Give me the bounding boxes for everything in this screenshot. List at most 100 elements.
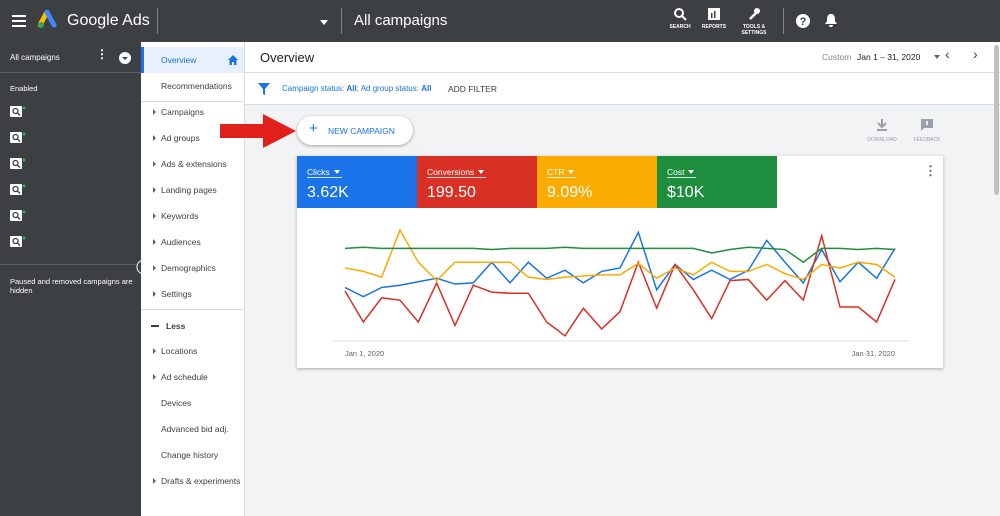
caret	[153, 291, 156, 297]
overview-bar: Overview Custom Jan 1 – 31, 2020 ‹ ›	[245, 42, 1000, 73]
add-filter[interactable]: ADD FILTER	[448, 84, 497, 94]
action-label: FEEDBACK	[913, 137, 941, 143]
nav-label: Audiences	[161, 237, 201, 247]
more-icon[interactable]: ⋮	[96, 47, 108, 61]
filter-part: All	[421, 84, 432, 93]
action-label: DOWNLOAD	[867, 137, 897, 143]
menu-icon[interactable]	[12, 14, 28, 28]
card-menu[interactable]: ⋮	[924, 163, 937, 178]
home-icon	[228, 55, 238, 65]
nav-item[interactable]: Campaigns	[153, 107, 241, 118]
tool-icon[interactable]	[707, 7, 721, 21]
svg-text:?: ?	[800, 16, 807, 28]
nav-item[interactable]: Audiences	[153, 237, 241, 248]
nav-label: Drafts & experiments	[161, 476, 241, 486]
filter-part: Campaign status:	[282, 84, 347, 93]
nav-label: Settings	[161, 289, 192, 299]
tool-icon[interactable]	[747, 7, 761, 21]
nav-item[interactable]: Change history	[161, 450, 241, 461]
panel-title[interactable]: All campaigns	[10, 53, 60, 62]
campaign-icon[interactable]	[10, 132, 26, 144]
campaign-icon[interactable]	[10, 158, 26, 170]
metric-value: $10K	[667, 184, 705, 201]
brand: Google Ads	[67, 12, 150, 29]
nav-item[interactable]: Landing pages	[153, 185, 241, 196]
nav-item[interactable]: Drafts & experiments	[153, 476, 241, 487]
download-icon[interactable]	[876, 118, 888, 132]
feedback-icon[interactable]	[920, 118, 934, 132]
nav-label: Locations	[161, 346, 198, 356]
date-range[interactable]: Jan 1 – 31, 2020	[857, 52, 921, 62]
notifications-icon[interactable]	[824, 13, 838, 29]
nav-item[interactable]: Less	[166, 321, 246, 332]
nav-label: Advanced bid adj.	[161, 424, 229, 434]
date-dropdown[interactable]	[934, 55, 940, 59]
help-icon[interactable]: ?	[795, 13, 811, 29]
nav-label: Change history	[161, 450, 219, 460]
metric-tile[interactable]: Conversions 199.50	[417, 156, 537, 208]
caret	[153, 135, 156, 141]
caret	[153, 109, 156, 115]
nav-item[interactable]: Keywords	[153, 211, 241, 222]
filter-part: All	[346, 84, 357, 93]
metric-value: 199.50	[427, 184, 476, 201]
section-label: Enabled	[10, 84, 38, 93]
caret	[153, 478, 156, 484]
campaign-icon[interactable]	[10, 184, 26, 196]
top-bar: Google Ads All campaigns SEARCH REPORTS TO…	[0, 0, 1000, 42]
metric-name: Cost	[667, 167, 697, 178]
nav-item[interactable]: Ads & extensions	[153, 159, 241, 170]
caret	[153, 239, 156, 245]
metric-name: CTR	[547, 167, 577, 178]
line-series	[344, 246, 896, 264]
campaign-panel: All campaigns ⋮ Enabled Paused and remov…	[0, 42, 152, 516]
nav-item[interactable]: Settings	[153, 289, 241, 300]
metric-tile[interactable]: CTR 9.09%	[537, 156, 657, 208]
filter-text[interactable]: Campaign status: All; Ad group status: A…	[282, 84, 431, 93]
active-bg	[141, 47, 244, 73]
nav-label: Campaigns	[161, 107, 204, 117]
nav-item[interactable]: Advanced bid adj.	[161, 424, 241, 435]
page-title: All campaigns	[354, 12, 448, 29]
tool-icon[interactable]	[673, 7, 687, 21]
metric-value: 3.62K	[307, 184, 349, 201]
tool-label: REPORTS	[701, 24, 727, 30]
tool-label: TOOLS & SETTINGS	[741, 24, 767, 36]
metric-tile[interactable]: Clicks 3.62K	[297, 156, 417, 208]
dropdown[interactable]	[320, 20, 328, 25]
metric-tile[interactable]: Cost $10K	[657, 156, 777, 208]
nav-label: Keywords	[161, 211, 199, 221]
filter-icon[interactable]	[258, 83, 270, 95]
nav-item[interactable]: Ad schedule	[153, 372, 241, 383]
logo	[38, 10, 57, 28]
campaign-icon[interactable]	[10, 106, 26, 118]
nav-item[interactable]: Overview	[161, 55, 241, 66]
panel-note: Paused and removed campaigns are hidden	[10, 277, 133, 295]
nav-item[interactable]: Locations	[153, 346, 241, 357]
x-label: Jan 1, 2020	[345, 349, 384, 358]
line-series	[344, 232, 896, 337]
nav-label: Devices	[161, 398, 192, 408]
nav-item[interactable]: Devices	[161, 398, 241, 409]
campaign-icon[interactable]	[10, 210, 26, 222]
divider	[141, 309, 244, 310]
nav-label: Demographics	[161, 263, 216, 273]
nav-label: Less	[166, 321, 186, 331]
prev-date[interactable]: ‹	[945, 46, 950, 62]
nav-label: Ad groups	[161, 133, 200, 143]
new-campaign-button[interactable]: + NEW CAMPAIGN	[297, 116, 413, 145]
scrollbar[interactable]	[994, 45, 999, 195]
line-series	[344, 228, 896, 282]
campaign-icon[interactable]	[10, 236, 26, 248]
next-date[interactable]: ›	[973, 46, 978, 62]
nav-item[interactable]: Recommendations	[161, 81, 241, 92]
nav-item[interactable]: Ad groups	[153, 133, 241, 144]
nav-label: Recommendations	[161, 81, 232, 91]
metric-name: Clicks	[307, 167, 342, 178]
caret	[153, 374, 156, 380]
nav-item[interactable]: Demographics	[153, 263, 241, 274]
collapse-icon[interactable]	[118, 51, 132, 65]
filter-part: ; Ad group status:	[356, 84, 422, 93]
metric-value: 9.09%	[547, 184, 593, 201]
